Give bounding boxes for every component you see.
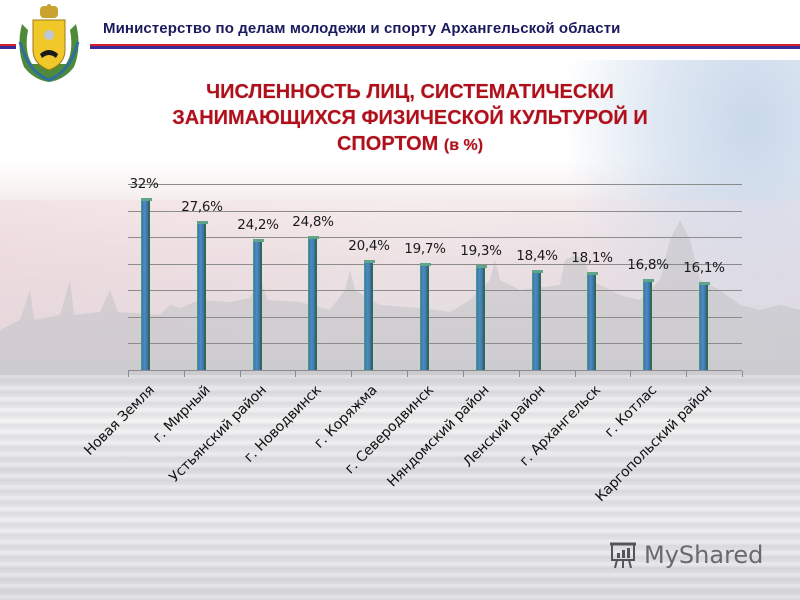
coat-of-arms-icon [18, 4, 80, 82]
category-label: Каргопольский район [592, 382, 716, 506]
gridline [128, 343, 742, 344]
bar [476, 267, 485, 370]
data-label: 20,4% [348, 238, 390, 254]
bar-top [643, 279, 654, 282]
gridline [128, 184, 742, 185]
x-axis-tick [295, 371, 296, 377]
bar [420, 265, 429, 370]
bar [253, 241, 262, 370]
bar [532, 272, 541, 370]
bar [587, 274, 596, 370]
data-label: 18,1% [571, 250, 613, 266]
myshared-watermark: MyShared [608, 540, 763, 570]
x-axis-tick [519, 371, 520, 377]
data-label: 27,6% [181, 199, 223, 215]
gridline [128, 317, 742, 318]
data-label: 19,7% [404, 241, 446, 257]
data-label: 18,4% [516, 248, 558, 264]
ministry-name: Министерство по делам молодежи и спорту … [103, 20, 621, 37]
bar-top [308, 236, 319, 239]
bar-top [587, 272, 598, 275]
data-label: 24,8% [292, 214, 334, 230]
x-axis-tick [463, 371, 464, 377]
bar-top [253, 239, 264, 242]
presentation-board-icon [610, 542, 636, 569]
x-axis-tick [128, 371, 129, 377]
x-axis-tick [630, 371, 631, 377]
x-axis-tick [742, 371, 743, 377]
x-axis-tick [686, 371, 687, 377]
header-stripe-blue [90, 46, 800, 49]
header-stripe-blue-left [0, 46, 16, 49]
data-label: 16,1% [683, 260, 725, 276]
gridline [128, 264, 742, 265]
bar-top [476, 265, 487, 268]
data-label: 24,2% [237, 217, 279, 233]
chart-title-line-2: ЗАНИМАЮЩИХСЯ ФИЗИЧЕСКОЙ КУЛЬТУРОЙ И [172, 107, 648, 129]
category-label: Няндомский район [384, 382, 493, 491]
data-label: 32% [129, 176, 159, 192]
water-background [0, 375, 800, 600]
category-label: Устьянский район [166, 382, 270, 486]
x-axis-tick [407, 371, 408, 377]
category-label: г. Котлас [601, 382, 660, 441]
data-label: 19,3% [460, 243, 502, 259]
x-axis-tick [240, 371, 241, 377]
bar-top [364, 260, 375, 263]
chart-title-unit: (в %) [443, 137, 484, 154]
bar-top [532, 270, 543, 273]
bar-top [141, 198, 152, 201]
x-axis [128, 370, 742, 371]
bar-top [699, 282, 710, 285]
chart-title-main: СПОРТОМ [336, 133, 439, 155]
bar [364, 262, 373, 370]
bar [141, 200, 150, 370]
watermark-text: MyShared [644, 541, 764, 569]
category-label: Новая Земля [81, 382, 158, 459]
x-axis-tick [184, 371, 185, 377]
gridline [128, 237, 742, 238]
bar-top [420, 263, 431, 266]
header-stripe-red [90, 44, 800, 46]
chart-title-line-3: СПОРТОМ (в %) [100, 131, 720, 159]
x-axis-tick [575, 371, 576, 377]
gridline [128, 290, 742, 291]
bar [699, 284, 708, 370]
chart-title-line-1: ЧИСЛЕННОСТЬ ЛИЦ, СИСТЕМАТИЧЕСКИ [206, 81, 614, 103]
header-stripe-red-left [0, 44, 16, 46]
bar [197, 223, 206, 370]
bar-top [197, 221, 208, 224]
gridline [128, 211, 742, 212]
bar [308, 238, 317, 370]
data-label: 16,8% [627, 257, 669, 273]
x-axis-tick [351, 371, 352, 377]
chart-title: ЧИСЛЕННОСТЬ ЛИЦ, СИСТЕМАТИЧЕСКИ ЗАНИМАЮЩ… [100, 79, 720, 159]
bar [643, 281, 652, 370]
